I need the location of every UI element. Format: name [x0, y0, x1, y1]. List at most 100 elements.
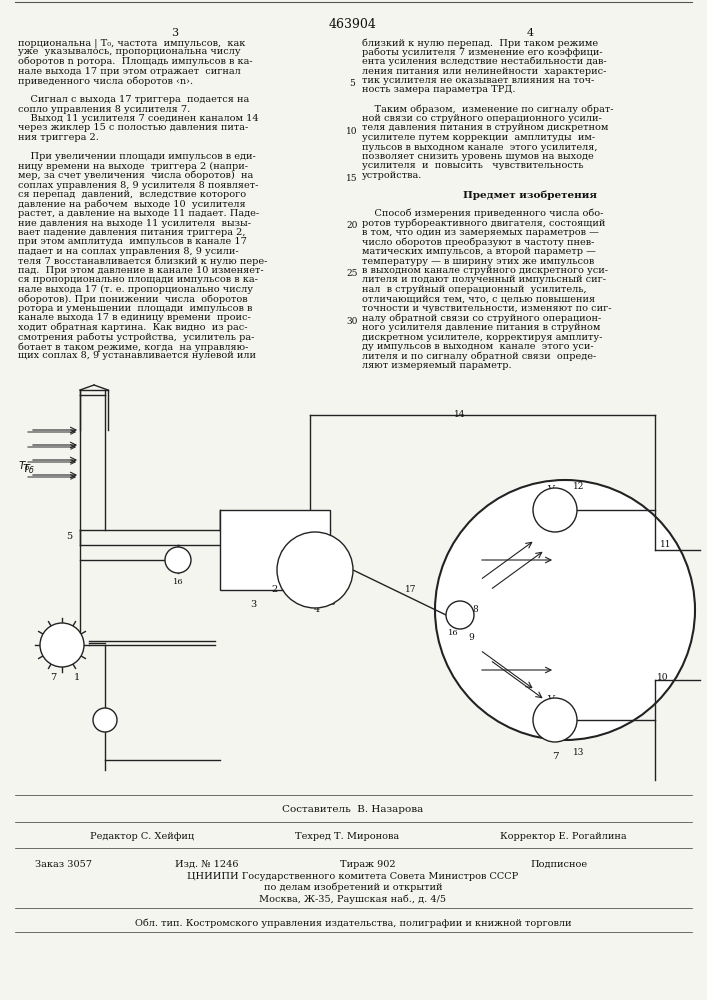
- Text: При увеличении площади импульсов в еди-: При увеличении площади импульсов в еди-: [18, 152, 256, 161]
- Text: позволяет снизить уровень шумов на выходе: позволяет снизить уровень шумов на выход…: [362, 152, 594, 161]
- Circle shape: [435, 480, 695, 740]
- Text: по делам изобретений и открытий: по делам изобретений и открытий: [264, 883, 443, 892]
- Text: 13: 13: [573, 748, 585, 757]
- Text: дискретном усилителе, корректируя амплиту-: дискретном усилителе, корректируя амплит…: [362, 332, 602, 342]
- Text: 5: 5: [66, 532, 72, 541]
- Text: 5: 5: [349, 79, 355, 88]
- Text: 16: 16: [173, 578, 184, 586]
- Text: $T_б$: $T_б$: [22, 462, 35, 476]
- Text: 8: 8: [472, 605, 478, 614]
- Text: Тираж 902: Тираж 902: [340, 860, 396, 869]
- Text: 6: 6: [307, 540, 313, 549]
- Text: Способ измерения приведенного числа обо-: Способ измерения приведенного числа обо-: [362, 209, 603, 219]
- Text: тик усилителя не оказывает влияния на точ-: тик усилителя не оказывает влияния на то…: [362, 76, 595, 85]
- Text: приведенного числа оборотов ‹n›.: приведенного числа оборотов ‹n›.: [18, 76, 193, 86]
- Text: ность замера параметра ТРД.: ность замера параметра ТРД.: [362, 86, 515, 95]
- Text: Редактор С. Хейфиц: Редактор С. Хейфиц: [90, 832, 194, 841]
- Text: лителя и подают полученный импульсный сиг-: лителя и подают полученный импульсный си…: [362, 275, 606, 284]
- Text: Изд. № 1246: Изд. № 1246: [175, 860, 238, 869]
- Text: температуру — в ширину этих же импульсов: температуру — в ширину этих же импульсов: [362, 256, 595, 265]
- Text: отличающийся тем, что, с целью повышения: отличающийся тем, что, с целью повышения: [362, 294, 595, 304]
- Text: 14: 14: [455, 410, 466, 419]
- Text: ляют измеряемый параметр.: ляют измеряемый параметр.: [362, 361, 512, 370]
- Text: усилителя  и  повысить   чувствительность: усилителя и повысить чувствительность: [362, 161, 583, 170]
- Text: 4: 4: [527, 28, 534, 38]
- Text: ся пропорционально площади импульсов в ка-: ся пропорционально площади импульсов в к…: [18, 275, 258, 284]
- Text: 30: 30: [346, 316, 358, 326]
- Text: лителя и по сигналу обратной связи  опреде-: лителя и по сигналу обратной связи опред…: [362, 352, 596, 361]
- Text: падает и на соплах управления 8, 9 усили-: падает и на соплах управления 8, 9 усили…: [18, 247, 239, 256]
- Text: пад.  При этом давление в канале 10 изменяет-: пад. При этом давление в канале 10 измен…: [18, 266, 264, 275]
- Circle shape: [93, 708, 117, 732]
- Text: 3: 3: [250, 600, 256, 609]
- Text: в выходном канале струйного дискретного уси-: в выходном канале струйного дискретного …: [362, 266, 608, 275]
- Text: ной связи со струйного операционного усили-: ной связи со струйного операционного уси…: [362, 114, 602, 123]
- Text: ного усилителя давление питания в струйном: ного усилителя давление питания в струйн…: [362, 323, 600, 332]
- Text: 20: 20: [346, 222, 358, 231]
- Text: ходит обратная картина.  Как видно  из рас-: ходит обратная картина. Как видно из рас…: [18, 323, 247, 332]
- Text: Составитель  В. Назарова: Составитель В. Назарова: [282, 805, 423, 814]
- Text: Предмет изобретения: Предмет изобретения: [463, 190, 597, 200]
- Circle shape: [533, 488, 577, 532]
- Text: V: V: [547, 485, 554, 494]
- Text: сопло управления 8 усилителя 7.: сопло управления 8 усилителя 7.: [18, 104, 190, 113]
- Circle shape: [40, 623, 84, 667]
- Text: ния триггера 2.: ния триггера 2.: [18, 133, 99, 142]
- Text: мер, за счет увеличения  числа оборотов)  на: мер, за счет увеличения числа оборотов) …: [18, 171, 253, 180]
- Text: Подписное: Подписное: [530, 860, 587, 869]
- Text: через жиклер 15 с полостью давления пита-: через жиклер 15 с полостью давления пита…: [18, 123, 248, 132]
- Text: соплах управления 8, 9 усилителя 8 появляет-: соплах управления 8, 9 усилителя 8 появл…: [18, 180, 258, 190]
- Circle shape: [277, 532, 353, 608]
- Text: матических импульсов, а второй параметр —: матических импульсов, а второй параметр …: [362, 247, 596, 256]
- Text: число оборотов преобразуют в частоту пнев-: число оборотов преобразуют в частоту пне…: [362, 237, 595, 247]
- Text: 16: 16: [448, 629, 459, 637]
- Text: нал  в струйный операционный  усилитель,: нал в струйный операционный усилитель,: [362, 285, 587, 294]
- Text: 18: 18: [325, 598, 337, 607]
- Circle shape: [533, 698, 577, 742]
- Text: ента усиления вследствие нестабильности дав-: ента усиления вследствие нестабильности …: [362, 57, 607, 66]
- Text: ротов турбореактивного двигателя, состоящий: ротов турбореактивного двигателя, состоя…: [362, 219, 605, 228]
- Text: Обл. тип. Костромского управления издательства, полиграфии и книжной торговли: Обл. тип. Костромского управления издате…: [135, 918, 571, 928]
- Text: 17: 17: [405, 585, 416, 594]
- Text: Техред Т. Миронова: Техред Т. Миронова: [295, 832, 399, 841]
- Text: нале выхода 17 (т. е. пропорционально числу: нале выхода 17 (т. е. пропорционально чи…: [18, 285, 253, 294]
- Text: ления питания или нелинейности  характерис-: ления питания или нелинейности характери…: [362, 66, 607, 76]
- Text: близкий к нулю перепад.  При таком режиме: близкий к нулю перепад. При таком режиме: [362, 38, 598, 47]
- Text: 463904: 463904: [329, 18, 377, 31]
- Text: V: V: [547, 695, 554, 704]
- Text: 11: 11: [660, 540, 672, 549]
- Text: 25: 25: [346, 269, 358, 278]
- Text: давление на рабочем  выходе 10  усилителя: давление на рабочем выходе 10 усилителя: [18, 200, 245, 209]
- Text: Москва, Ж-35, Раушская наб., д. 4/5: Москва, Ж-35, Раушская наб., д. 4/5: [259, 894, 447, 904]
- Text: теля давления питания в струйном дискретном: теля давления питания в струйном дискрет…: [362, 123, 609, 132]
- Text: Заказ 3057: Заказ 3057: [35, 860, 92, 869]
- Text: 10: 10: [346, 126, 358, 135]
- Text: уже  указывалось, пропорциональна числу: уже указывалось, пропорциональна числу: [18, 47, 240, 56]
- Text: 15: 15: [346, 174, 358, 183]
- Text: 12: 12: [573, 482, 585, 491]
- Text: Сигнал с выхода 17 триггера  подается на: Сигнал с выхода 17 триггера подается на: [18, 95, 250, 104]
- Text: Выход 11 усилителя 7 соединен каналом 14: Выход 11 усилителя 7 соединен каналом 14: [18, 114, 259, 123]
- Text: 4: 4: [314, 605, 320, 614]
- Text: 15: 15: [280, 550, 291, 559]
- Text: ботает в таком режиме, когда  на управляю-: ботает в таком режиме, когда на управляю…: [18, 342, 248, 352]
- Text: оборотов). При понижении  числа  оборотов: оборотов). При понижении числа оборотов: [18, 294, 247, 304]
- Text: Таким образом,  изменение по сигналу обрат-: Таким образом, изменение по сигналу обра…: [362, 104, 614, 114]
- Text: порциональна | Т₀, частота  импульсов,  как: порциональна | Т₀, частота импульсов, ка…: [18, 38, 245, 47]
- Text: 1: 1: [74, 673, 81, 682]
- Text: вает падение давления питания триггера 2,: вает падение давления питания триггера 2…: [18, 228, 245, 237]
- Text: растет, а давление на выходе 11 падает. Паде-: растет, а давление на выходе 11 падает. …: [18, 209, 259, 218]
- Text: 3: 3: [171, 28, 179, 38]
- Text: $T_б$: $T_б$: [18, 459, 30, 473]
- Text: работы усилителя 7 изменение его коэффици-: работы усилителя 7 изменение его коэффиц…: [362, 47, 602, 57]
- Text: смотрения работы устройства,  усилитель ра-: смотрения работы устройства, усилитель р…: [18, 332, 255, 342]
- Text: ду импульсов в выходном  канале  этого уси-: ду импульсов в выходном канале этого уси…: [362, 342, 594, 351]
- Circle shape: [446, 601, 474, 629]
- Circle shape: [165, 547, 191, 573]
- Text: в том, что один из замеряемых параметров —: в том, что один из замеряемых параметров…: [362, 228, 599, 237]
- Text: 7: 7: [50, 673, 57, 682]
- Text: оборотов n ротора.  Площадь импульсов в ка-: оборотов n ротора. Площадь импульсов в к…: [18, 57, 252, 66]
- Text: ЦНИИПИ Государственного комитета Совета Министров СССР: ЦНИИПИ Государственного комитета Совета …: [187, 872, 519, 881]
- Text: ся перепад  давлений,  вследствие которого: ся перепад давлений, вследствие которого: [18, 190, 246, 199]
- Text: канале выхода 17 в единицу времени  проис-: канале выхода 17 в единицу времени проис…: [18, 314, 251, 322]
